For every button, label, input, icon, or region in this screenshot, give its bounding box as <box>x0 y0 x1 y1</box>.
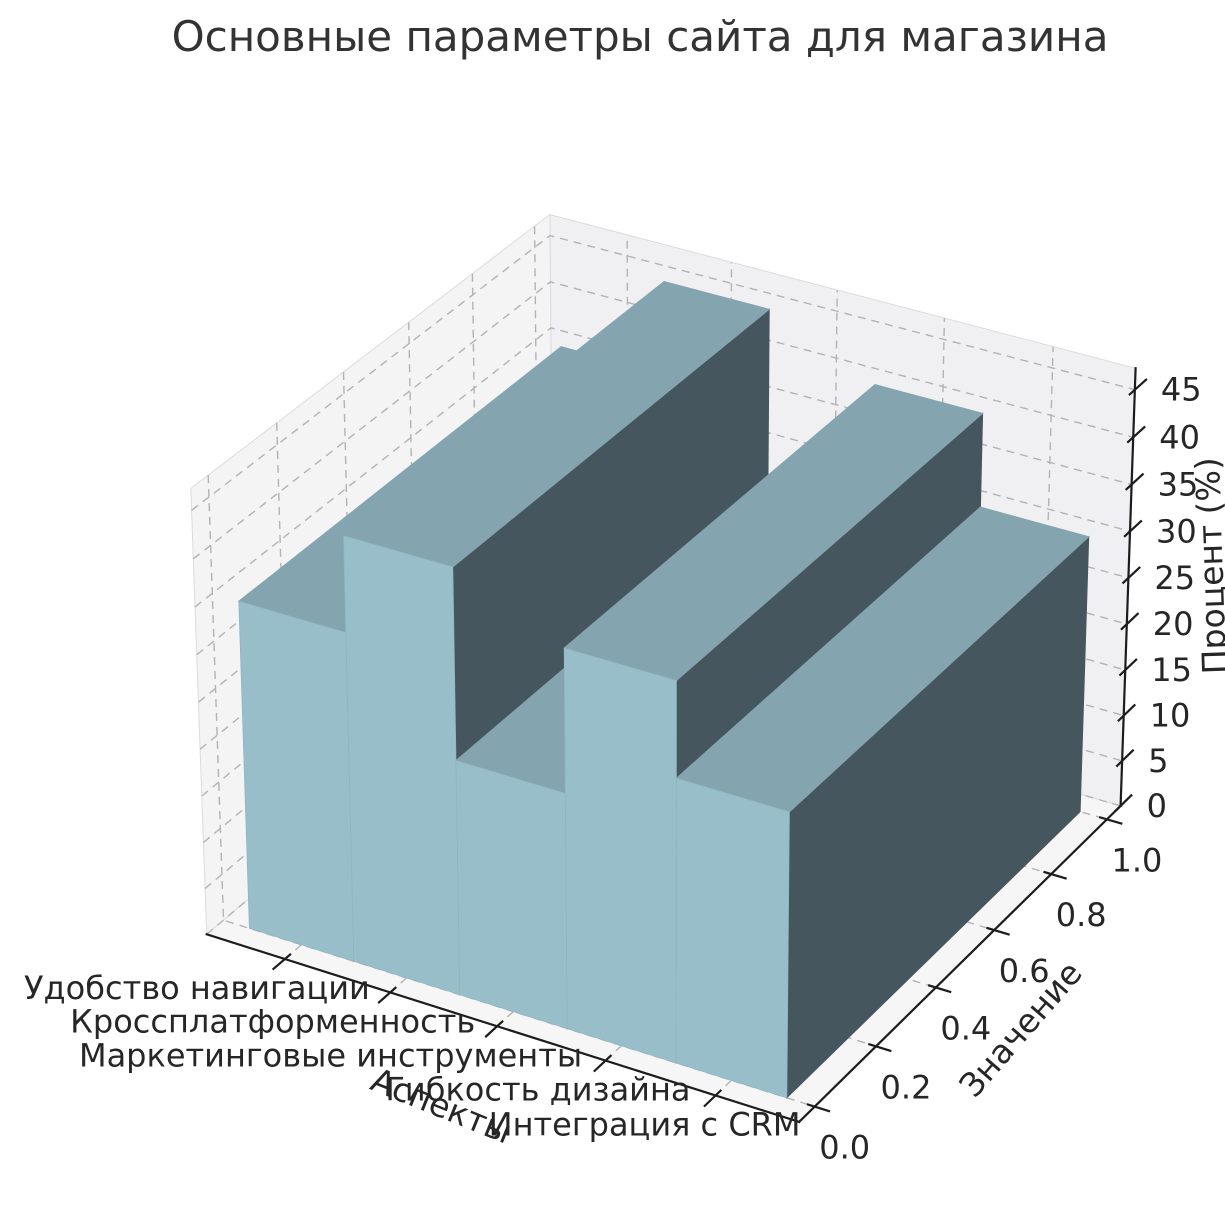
chart-title: Основные параметры сайта для магазина <box>171 12 1109 61</box>
z-tick <box>1124 472 1145 491</box>
z-tick-label: 35 <box>1158 466 1199 504</box>
y-tick <box>806 1103 831 1113</box>
x-tick-label: Гибкость дизайна <box>385 1071 690 1109</box>
bar-front-face <box>238 600 355 962</box>
bar-front-face <box>455 759 568 1030</box>
y-tick <box>867 1042 892 1053</box>
x-tick <box>593 1054 613 1073</box>
z-tick-label: 20 <box>1153 605 1194 643</box>
y-tick <box>986 926 1010 936</box>
bar-front-face <box>343 535 461 996</box>
y-tick-label: 0.8 <box>1056 896 1107 934</box>
z-tick <box>1118 658 1138 677</box>
z-tick <box>1115 748 1135 768</box>
z-tick <box>1117 703 1137 723</box>
z-tick-label: 45 <box>1161 371 1202 409</box>
y-tick-label: 0.0 <box>819 1129 870 1167</box>
grid-z <box>191 234 1136 511</box>
z-axis-label: Процент (%) <box>1188 457 1225 675</box>
grid-z <box>194 327 1132 608</box>
x-tick-label: Кроссплатформенность <box>70 1002 475 1040</box>
y-tick <box>927 984 952 994</box>
z-tick <box>1120 612 1140 631</box>
z-tick-label: 25 <box>1154 559 1195 597</box>
x-tick-label: Маркетинговые инструменты <box>79 1036 582 1074</box>
x-tick-label: Удобство навигации <box>24 969 370 1007</box>
y-tick-label: 0.2 <box>881 1068 932 1106</box>
z-tick <box>1123 519 1143 538</box>
x-tick <box>377 986 398 1004</box>
z-tick-label: 0 <box>1147 787 1167 825</box>
x-tick <box>271 952 292 971</box>
z-tick <box>1114 793 1133 813</box>
y-axis-line <box>797 804 1123 1124</box>
z-tick <box>1121 566 1141 585</box>
z-tick <box>1128 378 1148 396</box>
x-axis-line <box>205 932 801 1124</box>
x-tick <box>484 1020 504 1038</box>
x-tick-label: Интеграция с CRM <box>489 1106 801 1144</box>
z-tick-label: 5 <box>1148 742 1168 780</box>
z-tick-label: 10 <box>1150 697 1191 735</box>
y-tick <box>1098 816 1123 825</box>
bar-front-face <box>675 777 790 1099</box>
y-tick-label: 0.4 <box>940 1010 991 1048</box>
x-tick <box>703 1089 723 1108</box>
bar-4 <box>675 506 1090 1099</box>
y-tick-label: 1.0 <box>1111 841 1162 879</box>
y-tick <box>1043 870 1067 880</box>
z-tick-label: 40 <box>1159 418 1200 456</box>
z-tick-label: 15 <box>1151 651 1192 689</box>
y-tick-label: 0.6 <box>999 952 1050 990</box>
grid-z <box>192 281 1134 560</box>
bar-front-face <box>563 647 677 1064</box>
z-tick <box>1126 425 1146 444</box>
z-tick-label: 30 <box>1156 512 1197 550</box>
z-axis-line <box>1119 367 1137 808</box>
